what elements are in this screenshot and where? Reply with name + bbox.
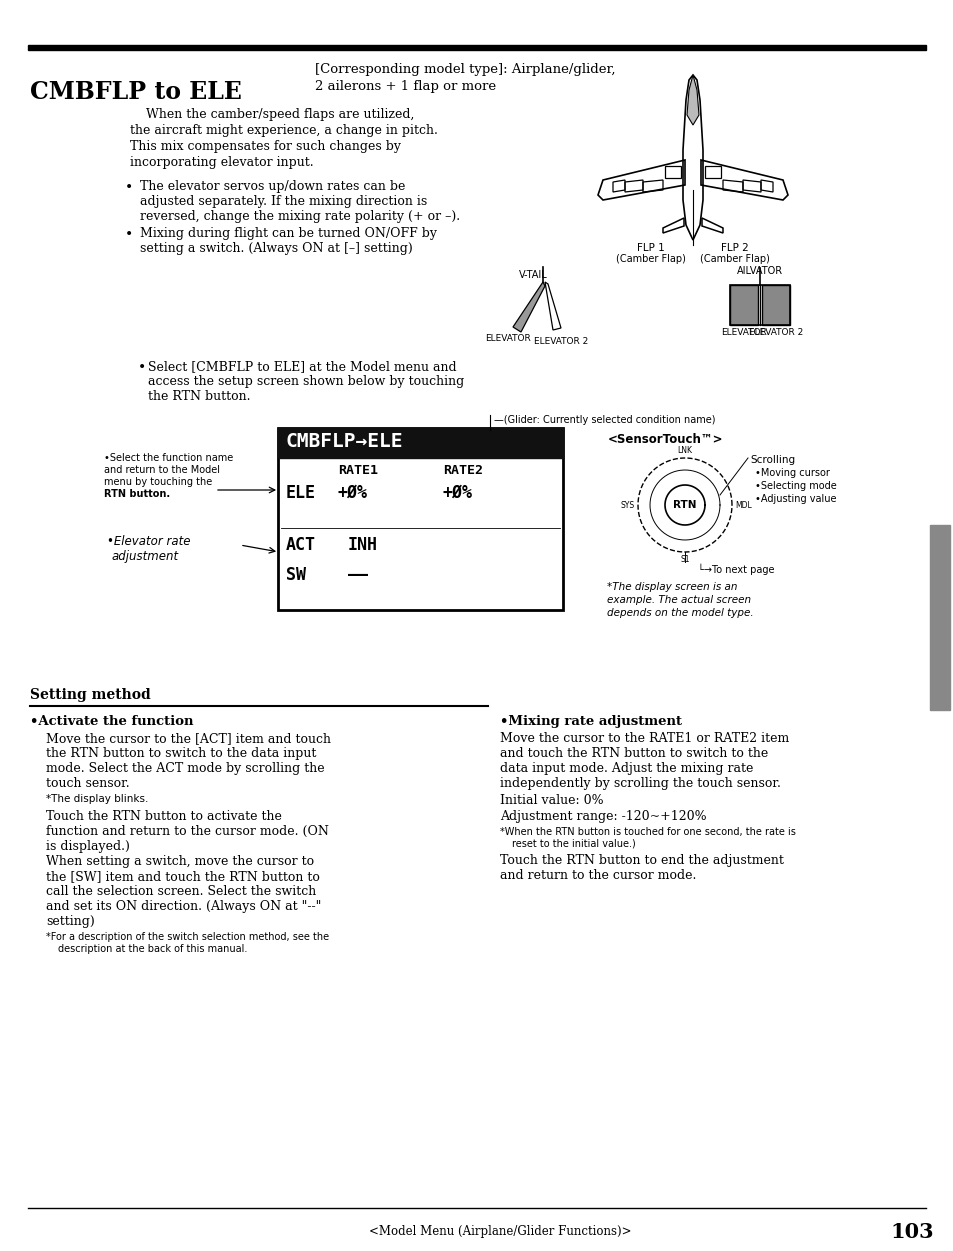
Text: 2 ailerons + 1 flap or more: 2 ailerons + 1 flap or more: [314, 80, 496, 93]
Text: adjusted separately. If the mixing direction is: adjusted separately. If the mixing direc…: [140, 195, 427, 208]
Text: <SensorTouch™>: <SensorTouch™>: [607, 433, 722, 447]
Text: RATE2: RATE2: [442, 464, 482, 477]
Text: •Selecting mode: •Selecting mode: [754, 480, 836, 490]
Text: Select [CMBFLP to ELE] at the Model menu and: Select [CMBFLP to ELE] at the Model menu…: [148, 360, 456, 373]
Text: INH: INH: [348, 535, 377, 554]
Text: —(Glider: Currently selected condition name): —(Glider: Currently selected condition n…: [494, 415, 715, 425]
Text: incorporating elevator input.: incorporating elevator input.: [130, 156, 314, 169]
Text: *When the RTN button is touched for one second, the rate is: *When the RTN button is touched for one …: [499, 827, 795, 837]
Text: +Ø%: +Ø%: [442, 484, 473, 502]
Text: ELEVATOR: ELEVATOR: [720, 328, 766, 337]
Text: •Moving cursor: •Moving cursor: [754, 468, 829, 478]
Text: CMBFLP to ELE: CMBFLP to ELE: [30, 80, 242, 104]
Text: •: •: [125, 180, 133, 194]
Text: call the selection screen. Select the switch: call the selection screen. Select the sw…: [46, 884, 315, 898]
Text: ——: ——: [348, 565, 368, 584]
Text: *For a description of the switch selection method, see the: *For a description of the switch selecti…: [46, 932, 329, 942]
Text: access the setup screen shown below by touching: access the setup screen shown below by t…: [148, 375, 464, 388]
Text: ELEVATOR 2: ELEVATOR 2: [534, 337, 587, 347]
Text: RATE1: RATE1: [337, 464, 377, 477]
Text: Touch the RTN button to activate the: Touch the RTN button to activate the: [46, 809, 281, 823]
Text: •Adjusting value: •Adjusting value: [754, 494, 836, 504]
Text: S1: S1: [679, 555, 689, 564]
Text: *The display screen is an: *The display screen is an: [606, 582, 737, 592]
Text: └→To next page: └→To next page: [698, 564, 774, 575]
Text: description at the back of this manual.: description at the back of this manual.: [58, 945, 247, 955]
Text: is displayed.): is displayed.): [46, 839, 130, 853]
Polygon shape: [686, 75, 699, 125]
Text: •Mixing rate adjustment: •Mixing rate adjustment: [499, 716, 681, 728]
Text: The elevator servos up/down rates can be: The elevator servos up/down rates can be: [140, 180, 405, 193]
Text: the RTN button to switch to the data input: the RTN button to switch to the data inp…: [46, 747, 316, 761]
Text: the [SW] item and touch the RTN button to: the [SW] item and touch the RTN button t…: [46, 869, 319, 883]
Text: Setting method: Setting method: [30, 688, 151, 702]
Text: •: •: [138, 360, 146, 374]
Text: Initial value: 0%: Initial value: 0%: [499, 794, 603, 807]
Text: (Camber Flap): (Camber Flap): [700, 254, 769, 264]
Bar: [929, 525, 949, 711]
Text: function and return to the cursor mode. (ON: function and return to the cursor mode. …: [46, 824, 329, 838]
Text: +Ø%: +Ø%: [337, 484, 368, 502]
Text: CMBFLP→ELE: CMBFLP→ELE: [286, 432, 403, 452]
Text: ELEVATOR 2: ELEVATOR 2: [748, 328, 802, 337]
Text: FLP 2: FLP 2: [720, 243, 748, 253]
Text: setting a switch. (Always ON at [–] setting): setting a switch. (Always ON at [–] sett…: [140, 241, 413, 255]
Text: depends on the model type.: depends on the model type.: [606, 608, 753, 618]
Text: SW: SW: [286, 565, 306, 584]
Text: •Activate the function: •Activate the function: [30, 716, 193, 728]
Text: data input mode. Adjust the mixing rate: data input mode. Adjust the mixing rate: [499, 762, 753, 776]
Text: and touch the RTN button to switch to the: and touch the RTN button to switch to th…: [499, 747, 767, 761]
Text: reset to the initial value.): reset to the initial value.): [512, 839, 635, 849]
Text: This mix compensates for such changes by: This mix compensates for such changes by: [130, 140, 400, 153]
Text: [Corresponding model type]: Airplane/glider,: [Corresponding model type]: Airplane/gli…: [314, 63, 615, 76]
Polygon shape: [729, 285, 758, 325]
Text: and set its ON direction. (Always ON at "--": and set its ON direction. (Always ON at …: [46, 899, 321, 913]
Text: ACT: ACT: [286, 535, 315, 554]
Text: and return to the cursor mode.: and return to the cursor mode.: [499, 869, 696, 882]
Text: When setting a switch, move the cursor to: When setting a switch, move the cursor t…: [46, 854, 314, 868]
Text: menu by touching the: menu by touching the: [104, 477, 212, 487]
Text: ELE: ELE: [286, 484, 315, 502]
Text: touch sensor.: touch sensor.: [46, 777, 130, 789]
Text: Adjustment range: -120~+120%: Adjustment range: -120~+120%: [499, 809, 706, 823]
Text: RTN button.: RTN button.: [104, 489, 170, 499]
Text: Move the cursor to the RATE1 or RATE2 item: Move the cursor to the RATE1 or RATE2 it…: [499, 732, 788, 746]
Text: reversed, change the mixing rate polarity (+ or –).: reversed, change the mixing rate polarit…: [140, 210, 459, 223]
Text: SYS: SYS: [620, 500, 635, 509]
Text: When the camber/speed flaps are utilized,: When the camber/speed flaps are utilized…: [130, 108, 414, 121]
Polygon shape: [513, 281, 544, 332]
Text: AILVATOR: AILVATOR: [736, 266, 782, 276]
Text: 103: 103: [889, 1222, 933, 1242]
Text: *The display blinks.: *The display blinks.: [46, 794, 149, 804]
Text: •Elevator rate: •Elevator rate: [107, 535, 191, 548]
Text: RTN: RTN: [673, 500, 696, 510]
Text: (Camber Flap): (Camber Flap): [616, 254, 685, 264]
Text: Move the cursor to the [ACT] item and touch: Move the cursor to the [ACT] item and to…: [46, 732, 331, 746]
Text: •: •: [125, 226, 133, 241]
Text: example. The actual screen: example. The actual screen: [606, 595, 750, 605]
Text: V-TAIL: V-TAIL: [518, 270, 547, 280]
Text: mode. Select the ACT mode by scrolling the: mode. Select the ACT mode by scrolling t…: [46, 762, 324, 776]
Text: setting): setting): [46, 914, 94, 928]
Text: adjustment: adjustment: [112, 550, 179, 563]
Text: MDL: MDL: [734, 500, 751, 509]
Bar: [277, 428, 562, 610]
Text: and return to the Model: and return to the Model: [104, 465, 220, 475]
Text: Mixing during flight can be turned ON/OFF by: Mixing during flight can be turned ON/OF…: [140, 226, 436, 240]
Text: the aircraft might experience, a change in pitch.: the aircraft might experience, a change …: [130, 124, 437, 138]
Text: LNK: LNK: [677, 447, 692, 455]
Text: the RTN button.: the RTN button.: [148, 390, 251, 403]
Text: independently by scrolling the touch sensor.: independently by scrolling the touch sen…: [499, 777, 781, 789]
Text: <Model Menu (Airplane/Glider Functions)>: <Model Menu (Airplane/Glider Functions)>: [369, 1225, 631, 1238]
Text: Scrolling: Scrolling: [749, 455, 794, 465]
Text: FLP 1: FLP 1: [637, 243, 664, 253]
Text: Touch the RTN button to end the adjustment: Touch the RTN button to end the adjustme…: [499, 854, 783, 867]
Text: ELEVATOR: ELEVATOR: [485, 334, 530, 343]
Text: •Select the function name: •Select the function name: [104, 453, 233, 463]
Bar: [28, 45, 925, 50]
Polygon shape: [761, 285, 789, 325]
Bar: [277, 428, 562, 458]
